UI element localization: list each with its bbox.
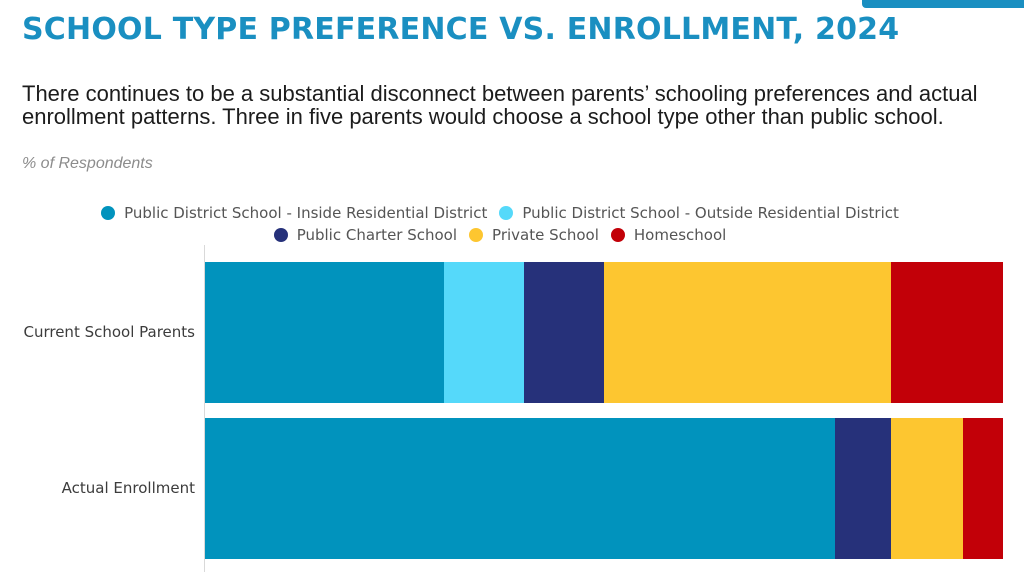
bar-segment [524, 262, 604, 403]
legend-item: Public District School - Inside Resident… [101, 204, 487, 222]
chart-subtitle: There continues to be a substantial disc… [22, 81, 978, 129]
legend-row-2: Public Charter School Private School Homes… [40, 226, 960, 244]
legend-row-1: Public District School - Inside Resident… [40, 204, 960, 222]
bar-segment [604, 262, 892, 403]
y-axis-line [204, 245, 205, 572]
bar-segment [891, 418, 964, 559]
legend-swatch [469, 228, 484, 242]
legend-item: Private School [469, 226, 599, 244]
legend-item: Public Charter School [273, 226, 458, 244]
legend-label: Public District School - Outside Residen… [522, 204, 899, 222]
bar-segment [205, 262, 445, 403]
bar-row: Current School Parents [0, 262, 1024, 403]
legend-swatch [273, 228, 288, 242]
legend-swatch [101, 206, 116, 220]
legend-swatch [610, 228, 625, 242]
chart-title: SCHOOL TYPE PREFERENCE VS. ENROLLMENT, 2… [22, 12, 900, 47]
plot-area: Current School Parents Actual Enrollment [0, 245, 1024, 572]
legend-item: Public District School - Outside Residen… [499, 204, 899, 222]
legend-label: Private School [492, 226, 599, 244]
bar-segment [835, 418, 892, 559]
top-accent-bar [862, 0, 1024, 8]
legend-swatch [499, 206, 514, 220]
bar-segment [891, 262, 1003, 403]
bar-segment [444, 262, 525, 403]
bar-segment [963, 418, 1003, 559]
category-label: Current School Parents [23, 322, 195, 341]
legend-label: Public District School - Inside Resident… [124, 204, 488, 222]
legend-item: Homeschool [610, 226, 727, 244]
stacked-bar [205, 418, 1003, 559]
category-label: Actual Enrollment [61, 478, 195, 497]
legend-label: Homeschool [633, 226, 727, 244]
stacked-bar [205, 262, 1003, 403]
units-label: % of Respondents [22, 155, 153, 172]
bar-row: Actual Enrollment [0, 418, 1024, 559]
bar-segment [205, 418, 836, 559]
legend-label: Public Charter School [296, 226, 458, 244]
